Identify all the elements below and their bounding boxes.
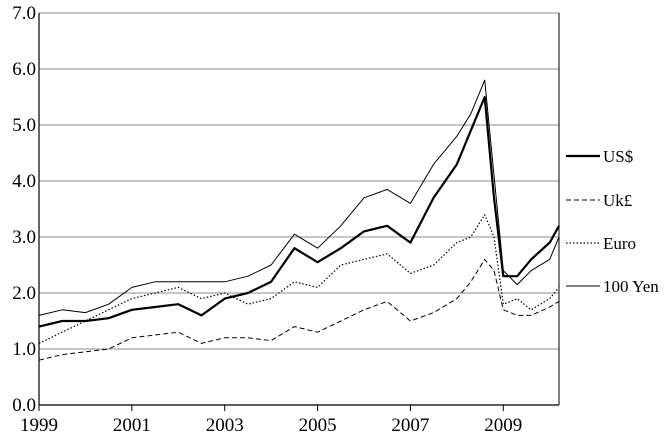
- legend-label: Uk£: [603, 191, 632, 210]
- y-tick-label: 0.0: [12, 395, 36, 416]
- y-tick-label: 3.0: [12, 227, 36, 248]
- legend: US$ Uk£ Euro 100 Yen: [566, 147, 659, 296]
- x-tick-label: 2009: [484, 415, 522, 436]
- y-axis-ticks: 0.0 1.0 2.0 3.0 4.0 5.0 6.0 7.0: [12, 3, 36, 416]
- y-tick-label: 1.0: [12, 339, 36, 360]
- series-line-us: [38, 95, 560, 328]
- x-tick-label: 2003: [206, 415, 244, 436]
- series-line-euro: [38, 214, 560, 344]
- series-lines: [38, 79, 560, 361]
- y-tick-label: 2.0: [12, 283, 36, 304]
- legend-label: US$: [603, 147, 633, 166]
- x-tick-label: 1999: [20, 415, 58, 436]
- x-tick-label: 2005: [299, 415, 337, 436]
- x-axis-ticks: 1999 2001 2003 2005 2007 2009: [20, 405, 522, 436]
- y-tick-label: 4.0: [12, 171, 36, 192]
- series-line-uk: [38, 258, 560, 361]
- y-tick-label: 6.0: [12, 59, 36, 80]
- y-tick-label: 7.0: [12, 3, 36, 24]
- y-tick-label: 5.0: [12, 115, 36, 136]
- legend-label: 100 Yen: [603, 277, 659, 296]
- x-tick-label: 2001: [113, 415, 151, 436]
- legend-label: Euro: [603, 234, 636, 253]
- series-line-100-yen: [38, 79, 560, 316]
- x-tick-label: 2007: [391, 415, 429, 436]
- axes: [38, 13, 560, 406]
